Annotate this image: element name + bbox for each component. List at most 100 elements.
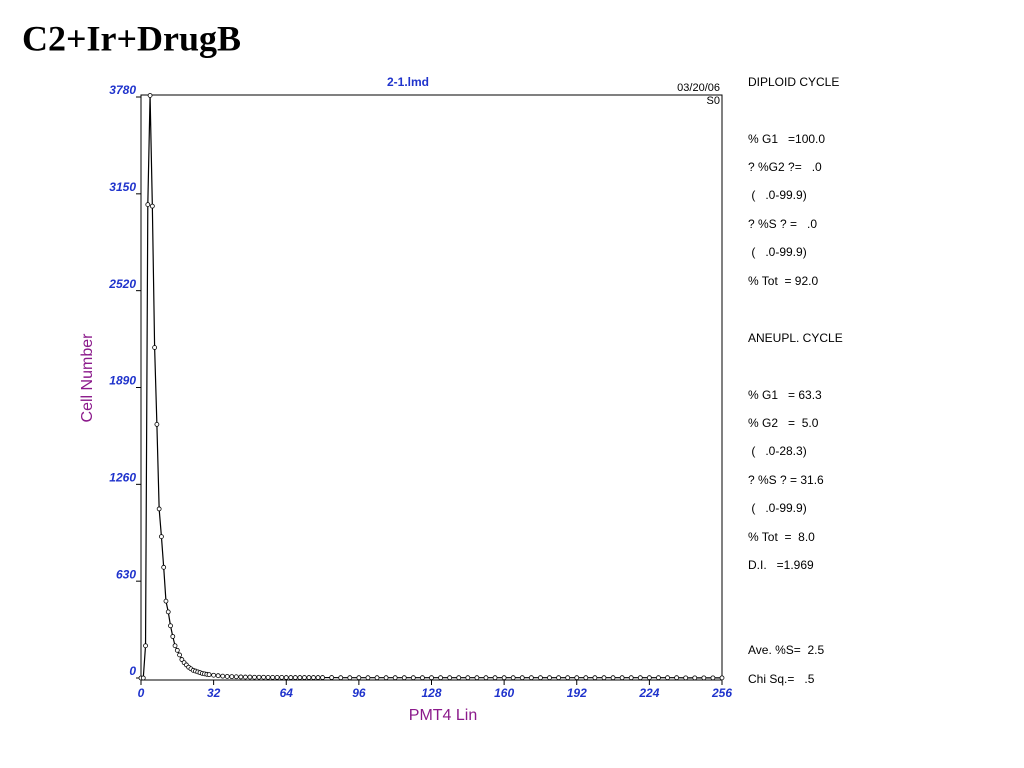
data-point <box>347 675 353 681</box>
data-point <box>719 675 725 681</box>
stat-line: D.I. =1.969 <box>748 558 814 572</box>
data-point <box>145 202 151 207</box>
data-point <box>401 675 407 681</box>
data-point <box>665 675 670 681</box>
data-point <box>329 675 335 680</box>
data-point <box>420 675 425 681</box>
data-point <box>220 673 226 679</box>
data-point <box>302 675 307 680</box>
data-point <box>270 674 276 680</box>
data-point <box>456 675 462 681</box>
x-tick-label: 32 <box>207 686 221 700</box>
data-point <box>538 675 543 681</box>
y-tick-label: 3780 <box>109 83 136 97</box>
stat-line: % Tot = 92.0 <box>748 274 818 288</box>
data-point <box>619 675 625 681</box>
y-tick-label: 2520 <box>108 277 136 291</box>
data-point <box>256 674 262 680</box>
data-point <box>206 672 212 678</box>
plot-frame <box>140 94 723 681</box>
data-point <box>274 674 280 680</box>
data-point <box>365 675 371 681</box>
data-point <box>265 674 271 680</box>
data-point <box>306 675 312 680</box>
data-point <box>374 675 380 681</box>
stat-line: % G1 = 63.3 <box>748 388 822 402</box>
x-axis-label: PMT4 Lin <box>409 707 477 724</box>
data-point <box>574 675 580 681</box>
data-point <box>261 674 266 680</box>
data-point <box>283 675 289 680</box>
data-point <box>610 675 616 681</box>
data-point <box>592 675 598 681</box>
data-point <box>159 534 164 539</box>
data-point <box>163 598 169 604</box>
stat-line: % G1 =100.0 <box>748 132 825 146</box>
data-point <box>356 675 362 681</box>
data-point <box>674 675 680 681</box>
data-point <box>156 506 162 512</box>
data-point <box>143 643 148 649</box>
y-tick-label: 630 <box>116 567 136 581</box>
data-point <box>601 675 607 681</box>
data-point <box>492 675 498 681</box>
stat-line: ? %G2 ?= .0 <box>748 160 822 174</box>
data-point <box>154 421 160 427</box>
data-point <box>252 674 257 680</box>
data-point <box>165 609 171 615</box>
data-point <box>288 675 294 680</box>
data-point <box>565 675 571 681</box>
y-tick-label: 1260 <box>109 471 136 485</box>
data-point <box>637 675 643 681</box>
y-tick-label: 0 <box>129 664 136 678</box>
data-point <box>161 564 167 570</box>
stat-line: Chi Sq.= .5 <box>748 672 815 686</box>
data-point <box>519 675 525 681</box>
data-point <box>179 657 185 662</box>
data-point <box>279 674 285 680</box>
data-point <box>147 93 153 98</box>
data-point <box>247 674 253 680</box>
data-point <box>215 673 221 679</box>
data-point <box>628 675 634 681</box>
data-point <box>528 675 534 681</box>
data-point <box>710 675 716 681</box>
x-tick-label: 128 <box>421 686 441 700</box>
stat-line: DIPLOID CYCLE <box>748 75 839 89</box>
data-point <box>646 675 652 681</box>
data-point <box>510 675 516 681</box>
data-point <box>152 345 158 350</box>
data-point <box>383 675 389 681</box>
data-point <box>501 675 507 681</box>
data-point <box>465 675 471 681</box>
x-tick-label: 256 <box>711 686 732 700</box>
stat-line: ( .0-99.9) <box>748 501 807 515</box>
data-point <box>224 674 230 679</box>
data-point <box>701 675 707 681</box>
y-tick-label: 3150 <box>109 180 136 194</box>
stat-line: ? %S ? = 31.6 <box>748 473 824 487</box>
stat-line: % G2 = 5.0 <box>748 416 819 430</box>
data-point <box>410 675 416 681</box>
y-axis-label: Cell Number <box>79 333 96 423</box>
data-point <box>229 674 235 680</box>
stat-line: Ave. %S= 2.5 <box>748 643 824 657</box>
data-point <box>392 675 398 681</box>
data-point <box>238 674 244 680</box>
stat-line: ( .0-28.3) <box>748 444 807 458</box>
data-point <box>474 675 480 681</box>
data-point <box>297 675 303 680</box>
data-point <box>140 675 146 681</box>
data-point <box>556 675 561 681</box>
chart-title: 2-1.lmd <box>387 75 429 89</box>
data-point <box>149 203 155 209</box>
data-point <box>338 675 344 681</box>
series-line <box>141 95 722 679</box>
data-point <box>429 675 434 681</box>
x-tick-label: 0 <box>138 686 145 700</box>
x-tick-label: 96 <box>352 686 366 700</box>
data-point <box>438 675 443 681</box>
data-point <box>242 674 248 680</box>
data-point <box>172 643 178 649</box>
